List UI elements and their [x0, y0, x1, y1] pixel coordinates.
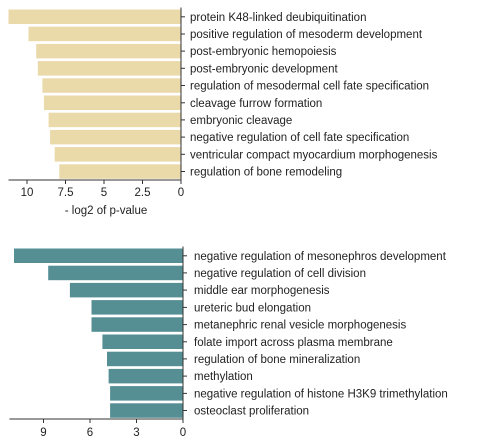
x-tick-label: 3	[133, 427, 139, 439]
x-tick-label: 2.5	[135, 187, 151, 199]
category-label: methylation	[194, 371, 253, 383]
category-label: ureteric bud elongation	[194, 302, 311, 314]
bar	[28, 26, 181, 42]
category-label: positive regulation of mesoderm developm…	[190, 29, 423, 41]
x-tick-label: 9	[40, 427, 46, 439]
category-label: embryonic cleavage	[190, 115, 292, 127]
category-label: regulation of bone mineralization	[194, 354, 360, 366]
category-label: negative regulation of histone H3K9 trim…	[194, 388, 448, 400]
bar	[14, 248, 183, 263]
bar	[42, 78, 182, 93]
bar	[36, 43, 182, 59]
x-tick-label: 6	[87, 427, 93, 439]
x-axis-title: - log2 of p-value	[65, 205, 147, 217]
bar	[37, 61, 181, 76]
bar	[108, 368, 183, 384]
category-label: negative regulation of cell division	[194, 268, 366, 280]
bar	[107, 351, 183, 367]
category-label: regulation of bone remodeling	[190, 167, 342, 179]
category-label: negative regulation of mesonephros devel…	[194, 251, 447, 263]
x-tick-label: 0	[178, 187, 184, 199]
bar	[48, 112, 181, 128]
bar	[110, 403, 183, 418]
bar	[59, 164, 181, 179]
category-label: post-embryonic hemopoiesis	[190, 46, 337, 58]
bar	[102, 334, 183, 349]
bar	[48, 265, 184, 281]
category-label: middle ear morphogenesis	[194, 285, 330, 297]
category-label: ventricular compact myocardium morphogen…	[190, 149, 438, 161]
category-label: folate import across plasma membrane	[194, 337, 393, 349]
category-label: metanephric renal vesicle morphogenesis	[194, 320, 406, 332]
category-label: regulation of mesodermal cell fate speci…	[190, 81, 429, 93]
x-tick-label: 0	[180, 427, 186, 439]
bar	[8, 9, 181, 24]
category-label: protein K48-linked deubiquitination	[190, 12, 366, 24]
bar	[50, 129, 181, 145]
bar	[91, 317, 183, 332]
x-tick-label: 10	[21, 187, 34, 199]
bar	[69, 282, 183, 298]
category-label: cleavage furrow formation	[190, 98, 322, 110]
bar	[91, 300, 183, 315]
category-label: negative regulation of cell fate specifi…	[190, 132, 409, 144]
bar	[54, 147, 182, 162]
x-tick-label: 5	[101, 187, 107, 199]
bar	[43, 95, 182, 110]
category-label: post-embryonic development	[190, 63, 338, 75]
category-label: osteoclast proliferation	[194, 406, 309, 418]
bar	[110, 386, 183, 401]
x-tick-label: 7.5	[58, 187, 74, 199]
